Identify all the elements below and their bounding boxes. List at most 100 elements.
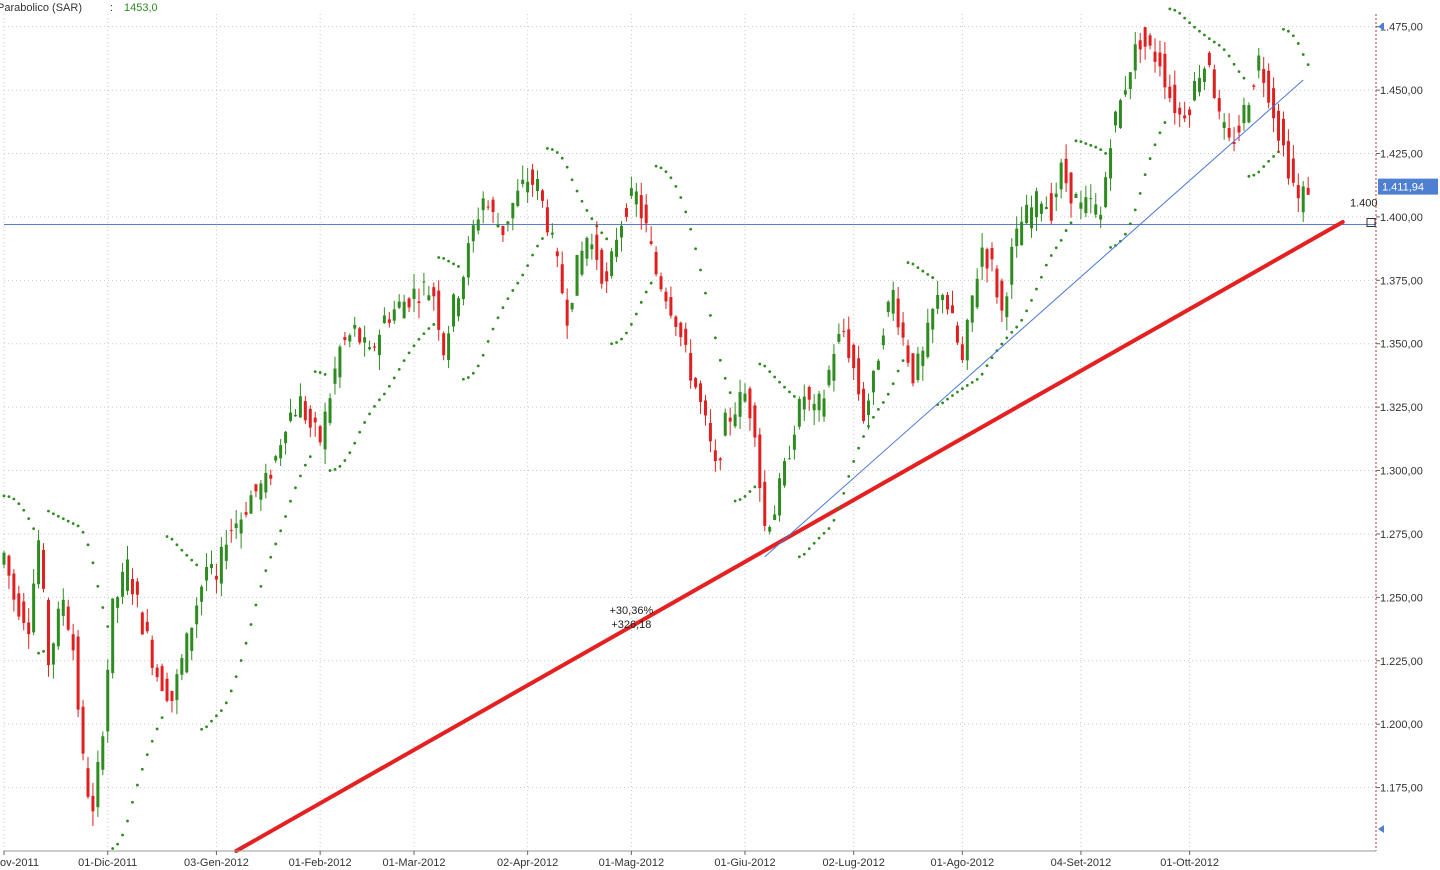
sar-dot bbox=[481, 353, 485, 357]
candle-body bbox=[1025, 204, 1029, 224]
sar-dot bbox=[284, 515, 287, 518]
annotation-points: +326,18 bbox=[611, 619, 651, 631]
sar-dot bbox=[37, 651, 40, 655]
candle-body bbox=[432, 287, 436, 297]
sar-dot bbox=[526, 264, 530, 268]
sar-dot bbox=[970, 380, 974, 384]
candle-body bbox=[17, 593, 21, 617]
thin-trendline-group[interactable] bbox=[764, 79, 1304, 558]
sar-dot bbox=[580, 199, 584, 203]
support-line-group[interactable] bbox=[234, 219, 1345, 853]
candle-body bbox=[975, 278, 979, 308]
last-price-label: 1.411,94 bbox=[1382, 182, 1424, 194]
candle-body bbox=[713, 450, 717, 462]
sar-dot bbox=[358, 430, 362, 434]
candle-body bbox=[32, 583, 36, 633]
candle-body bbox=[466, 243, 470, 278]
candle-body bbox=[66, 606, 70, 630]
candle-body bbox=[353, 324, 357, 329]
candle-body bbox=[1114, 111, 1117, 126]
candle-body bbox=[842, 330, 846, 332]
sar-dot bbox=[1203, 33, 1206, 37]
sar-dot bbox=[200, 727, 204, 731]
sar-dot bbox=[620, 337, 623, 341]
sar-dot bbox=[328, 469, 332, 472]
candle-body bbox=[792, 434, 796, 450]
sar-dot bbox=[862, 435, 865, 438]
candle-body bbox=[1272, 88, 1276, 119]
candle-body bbox=[229, 530, 233, 532]
candle-body bbox=[135, 581, 139, 595]
candle-body bbox=[71, 634, 75, 651]
sar-dot bbox=[881, 401, 885, 404]
sar-dot bbox=[886, 392, 890, 396]
sar-dot bbox=[378, 398, 381, 402]
x-tick-label: 01-Ott-2012 bbox=[1160, 857, 1219, 869]
sar-dot bbox=[768, 370, 772, 373]
sar-dot bbox=[773, 375, 777, 379]
candle-body bbox=[728, 417, 732, 422]
sar-dot bbox=[1030, 298, 1033, 302]
sar-dot bbox=[66, 519, 70, 523]
sar-dot bbox=[22, 508, 26, 512]
sar-dot bbox=[807, 547, 811, 551]
sar-dot bbox=[343, 459, 347, 462]
sar-dot bbox=[654, 164, 658, 168]
indicator-value: 1453,0 bbox=[124, 2, 158, 14]
horizontal-line-group[interactable]: 1.400 bbox=[4, 198, 1378, 228]
annotation-percent: +30,36% bbox=[610, 605, 654, 617]
candle-body bbox=[91, 795, 95, 812]
sar-dot bbox=[254, 603, 258, 607]
candle-body bbox=[279, 445, 283, 459]
sar-dot bbox=[541, 237, 544, 240]
candle-body bbox=[565, 299, 569, 326]
candle-body bbox=[1143, 27, 1147, 47]
candle-body bbox=[758, 434, 762, 489]
sar-dot bbox=[896, 369, 900, 373]
last-price-tag bbox=[1378, 178, 1438, 195]
grid bbox=[3, 14, 1376, 851]
candle-body bbox=[185, 633, 189, 673]
candle-body bbox=[1306, 187, 1310, 195]
candle-body bbox=[303, 401, 307, 421]
sar-dot bbox=[837, 506, 841, 510]
sar-dot bbox=[644, 290, 648, 294]
candle-body bbox=[293, 415, 297, 417]
sar-dot bbox=[906, 261, 910, 264]
candle-body bbox=[802, 396, 806, 410]
sar-dot bbox=[911, 262, 915, 266]
sar-dot bbox=[1020, 318, 1024, 322]
candle-body bbox=[130, 578, 134, 595]
sar-dot bbox=[822, 531, 826, 535]
sar-dot bbox=[412, 344, 416, 348]
candle-body bbox=[970, 295, 974, 323]
candle-body bbox=[733, 414, 737, 427]
sar-dot bbox=[664, 170, 668, 174]
sar-dot bbox=[738, 498, 742, 501]
candle-body bbox=[921, 350, 925, 366]
sar-dot bbox=[264, 569, 268, 573]
sar-dot bbox=[215, 714, 218, 718]
candle-body bbox=[1104, 177, 1108, 208]
candle-body bbox=[911, 353, 915, 384]
candle-body bbox=[308, 408, 312, 428]
candle-body bbox=[269, 474, 273, 479]
sar-dot bbox=[1025, 309, 1028, 313]
sar-dot bbox=[131, 800, 134, 804]
x-tick-label: 01-Mar-2012 bbox=[383, 857, 446, 869]
sar-dot bbox=[555, 151, 559, 154]
sar-dot bbox=[565, 165, 569, 169]
candle-body bbox=[1034, 191, 1038, 218]
candle-body bbox=[1074, 193, 1078, 198]
sar-dot bbox=[674, 184, 678, 188]
candle-body bbox=[1000, 280, 1004, 311]
sar-dot bbox=[1282, 27, 1285, 31]
sar-dot bbox=[610, 342, 614, 346]
candle-body bbox=[200, 586, 204, 602]
indicator-name: Parabolico (SAR) bbox=[0, 2, 82, 14]
candle-body bbox=[980, 247, 984, 267]
candle-body bbox=[807, 386, 811, 400]
sar-dot bbox=[1193, 25, 1196, 29]
sar-dot bbox=[1237, 70, 1241, 74]
